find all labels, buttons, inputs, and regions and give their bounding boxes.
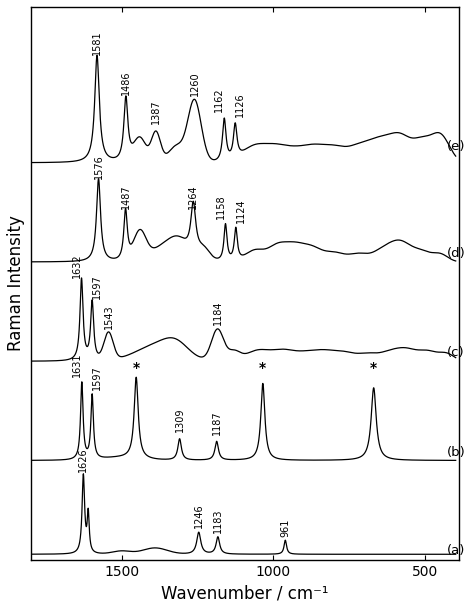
Text: 1626: 1626 bbox=[78, 448, 88, 472]
Text: 1183: 1183 bbox=[213, 508, 223, 532]
Text: 1597: 1597 bbox=[92, 365, 102, 390]
Text: 1162: 1162 bbox=[214, 88, 224, 112]
Text: 1543: 1543 bbox=[103, 305, 114, 329]
Text: 1187: 1187 bbox=[212, 410, 222, 435]
Text: 1576: 1576 bbox=[93, 154, 103, 178]
Text: 1126: 1126 bbox=[235, 93, 245, 118]
Text: 1581: 1581 bbox=[92, 30, 102, 55]
Text: (d): (d) bbox=[447, 247, 465, 260]
Text: 961: 961 bbox=[280, 518, 290, 537]
Y-axis label: Raman Intensity: Raman Intensity bbox=[7, 216, 25, 351]
Text: (b): (b) bbox=[447, 446, 465, 459]
Text: *: * bbox=[133, 361, 140, 375]
Text: (e): (e) bbox=[447, 140, 465, 153]
X-axis label: Wavenumber / cm⁻¹: Wavenumber / cm⁻¹ bbox=[161, 584, 328, 602]
Text: 1486: 1486 bbox=[121, 71, 131, 95]
Text: 1387: 1387 bbox=[151, 99, 161, 124]
Text: 1597: 1597 bbox=[92, 274, 102, 299]
Text: 1184: 1184 bbox=[212, 300, 223, 325]
Text: (a): (a) bbox=[447, 544, 465, 557]
Text: *: * bbox=[370, 361, 377, 375]
Text: 1124: 1124 bbox=[236, 198, 246, 223]
Text: 1264: 1264 bbox=[188, 184, 198, 209]
Text: 1309: 1309 bbox=[174, 407, 184, 432]
Text: *: * bbox=[259, 361, 266, 375]
Text: 1158: 1158 bbox=[216, 194, 226, 219]
Text: 1632: 1632 bbox=[72, 253, 82, 278]
Text: 1246: 1246 bbox=[194, 503, 204, 528]
Text: 1487: 1487 bbox=[120, 184, 130, 209]
Text: 1260: 1260 bbox=[190, 71, 200, 96]
Text: 1631: 1631 bbox=[72, 353, 82, 377]
Text: (c): (c) bbox=[447, 347, 464, 359]
